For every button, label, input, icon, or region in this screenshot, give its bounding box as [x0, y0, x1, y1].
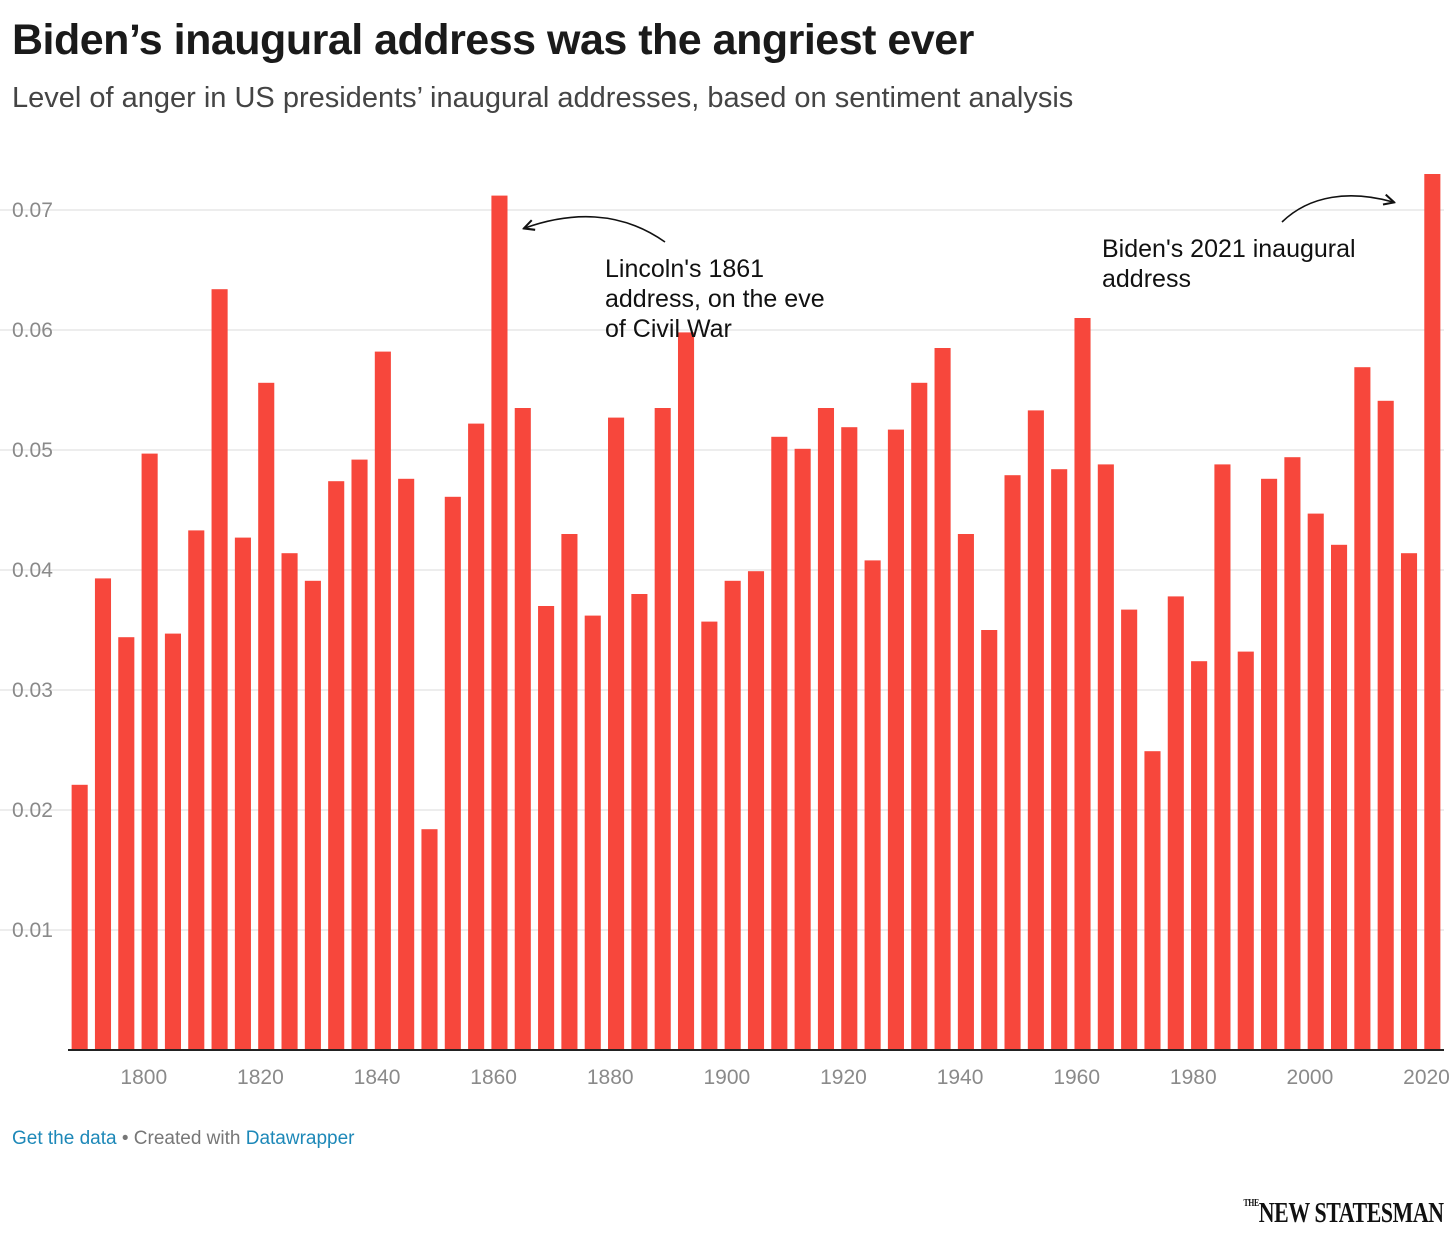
x-tick-label: 1900: [703, 1066, 750, 1089]
logo-the: THE: [1243, 1198, 1260, 1209]
x-tick-label: 1840: [354, 1066, 401, 1089]
bar-1989: [1237, 651, 1254, 1050]
bar-1885: [631, 594, 648, 1050]
bar-1901: [724, 580, 741, 1050]
x-tick-label: 1860: [470, 1066, 517, 1089]
bar-1837: [351, 459, 368, 1051]
bar-1817: [234, 537, 251, 1050]
x-tick-label: 2020: [1403, 1066, 1450, 1089]
bar-1877: [584, 615, 601, 1050]
y-tick-label: 0.06: [12, 319, 53, 342]
annotation-text-1861: of Civil War: [605, 315, 732, 343]
bar-1913: [794, 448, 811, 1050]
bar-1881: [608, 417, 625, 1051]
bar-1953: [1027, 410, 1044, 1050]
bar-1945: [981, 630, 998, 1050]
bar-1813: [211, 289, 228, 1050]
footer-separator: • Created with: [116, 1128, 246, 1149]
get-data-link[interactable]: Get the data: [12, 1128, 117, 1149]
y-tick-label: 0.05: [12, 439, 53, 462]
bar-1801: [141, 453, 158, 1051]
bar-1961: [1074, 318, 1091, 1050]
annotation-arrow-1861: [525, 215, 666, 243]
bar-1845: [398, 478, 415, 1050]
y-tick-label: 0.02: [12, 799, 53, 822]
x-tick-label: 1880: [587, 1066, 634, 1089]
bar-1833: [328, 481, 345, 1050]
annotation-arrow-2021: [1281, 196, 1393, 223]
y-tick-label: 0.01: [12, 919, 53, 942]
bar-1905: [747, 571, 765, 1050]
bar-1793: [94, 578, 112, 1050]
new-statesman-logo: THENEW STATESMAN: [1243, 1198, 1445, 1230]
bar-1949: [1004, 475, 1021, 1050]
bar-1861: [491, 195, 508, 1051]
x-tick-label: 1820: [237, 1066, 284, 1089]
bar-1797: [118, 637, 135, 1050]
bar-1809: [188, 530, 205, 1050]
annotation-text-1861: address, on the eve: [605, 285, 825, 313]
bar-2021: [1424, 174, 1441, 1050]
bar-chart: 0.01 0.02 0.03 0.04 0.05 0.06 0.07 1800 1820 184…: [0, 174, 1450, 1089]
bar-1937: [934, 348, 951, 1050]
x-axis: 1800 1820 1840 1860 1880 1900 1920 1940 1960 1980…: [120, 1066, 1449, 1089]
bar-1917: [817, 408, 835, 1050]
bar-1957: [1051, 469, 1068, 1050]
bar-1893: [677, 332, 695, 1050]
bar-1853: [444, 496, 461, 1050]
bar-2017: [1400, 553, 1418, 1050]
bar-1873: [561, 534, 578, 1050]
datawrapper-link[interactable]: Datawrapper: [245, 1128, 355, 1149]
bar-1969: [1121, 609, 1138, 1050]
bar-1993: [1261, 478, 1278, 1050]
bar-1869: [538, 606, 555, 1050]
y-axis: 0.01 0.02 0.03 0.04 0.05 0.06 0.07: [12, 199, 53, 942]
bar-1921: [841, 427, 858, 1050]
bar-1973: [1144, 751, 1161, 1050]
bar-1841: [374, 351, 391, 1051]
bar-1821: [258, 382, 275, 1050]
bar-1985: [1214, 464, 1231, 1050]
bar-1857: [468, 423, 485, 1051]
bar-1941: [957, 534, 974, 1050]
bar-2005: [1331, 544, 1348, 1050]
chart-title: Biden’s inaugural address was the angrie…: [12, 16, 974, 64]
bar-1997: [1284, 457, 1301, 1050]
bar-1909: [771, 436, 788, 1050]
annotation-text-2021: Biden's 2021 inaugural: [1102, 235, 1356, 263]
y-tick-label: 0.04: [12, 559, 53, 582]
footer: Get the data • Created with Datawrapper: [12, 1128, 355, 1150]
bar-1981: [1191, 661, 1208, 1050]
x-tick-label: 1980: [1170, 1066, 1217, 1089]
x-tick-label: 2000: [1287, 1066, 1334, 1089]
bar-1977: [1167, 596, 1184, 1050]
bar-2009: [1354, 367, 1371, 1050]
annotation-text-2021: address: [1102, 265, 1191, 293]
y-tick-label: 0.03: [12, 679, 53, 702]
bars: [71, 174, 1441, 1051]
bar-1865: [514, 408, 531, 1050]
x-tick-label: 1920: [820, 1066, 867, 1089]
bar-2001: [1307, 513, 1324, 1050]
bar-1805: [164, 633, 181, 1050]
bar-1929: [887, 429, 904, 1051]
bar-2013: [1377, 400, 1394, 1050]
bar-1925: [864, 560, 881, 1050]
bar-1897: [701, 621, 718, 1050]
annotation-text-1861: Lincoln's 1861: [605, 255, 764, 283]
logo-main: NEW STATESMAN: [1259, 1198, 1444, 1229]
bar-1933: [911, 382, 928, 1050]
x-tick-label: 1960: [1053, 1066, 1100, 1089]
bar-1829: [304, 580, 321, 1050]
bar-1889: [654, 408, 671, 1050]
y-tick-label: 0.07: [12, 199, 53, 222]
x-tick-label: 1940: [937, 1066, 984, 1089]
bar-1965: [1097, 464, 1114, 1050]
chart-subtitle: Level of anger in US presidents’ inaugur…: [12, 82, 1074, 114]
bar-1789: [71, 784, 88, 1050]
x-tick-label: 1800: [120, 1066, 167, 1089]
bar-1825: [281, 553, 298, 1050]
bar-1849: [421, 829, 438, 1050]
